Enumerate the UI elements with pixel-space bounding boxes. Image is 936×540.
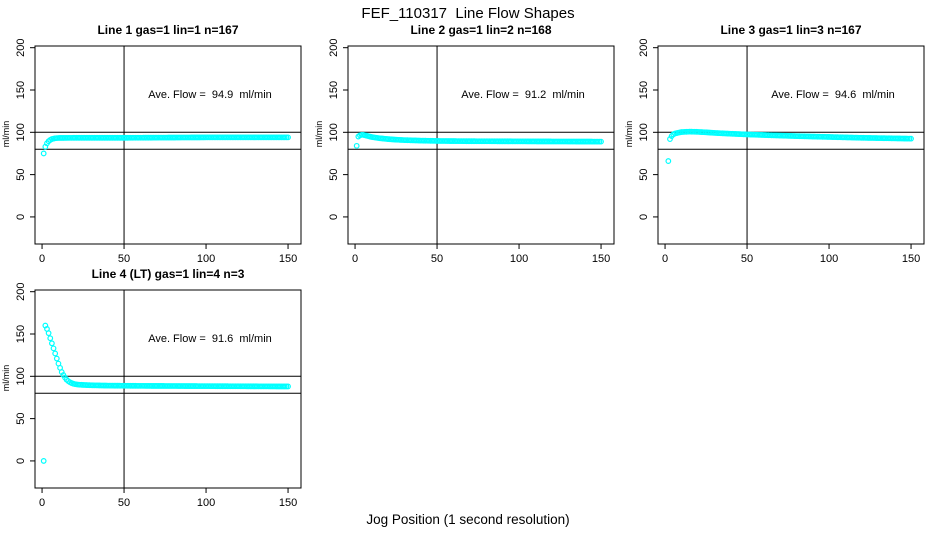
data-series [40, 322, 291, 464]
y-tick-label: 0 [638, 214, 650, 220]
data-point [45, 330, 52, 337]
y-axis-label: ml/min [314, 121, 324, 148]
y-tick-label: 0 [15, 458, 27, 464]
data-point [50, 345, 57, 352]
y-tick-label: 0 [15, 214, 27, 220]
x-tick-label: 50 [741, 253, 753, 265]
data-point [40, 150, 47, 157]
x-tick-label: 50 [118, 253, 130, 265]
data-point [598, 138, 604, 145]
data-series [665, 128, 914, 164]
x-tick-label: 150 [279, 497, 297, 509]
x-tick-label: 100 [197, 497, 215, 509]
x-tick-label: 150 [902, 253, 920, 265]
x-tick-label: 50 [431, 253, 443, 265]
plot-frame [657, 45, 925, 245]
plot-frame [347, 45, 615, 245]
y-tick-label: 0 [328, 214, 340, 220]
x-tick-label: 0 [39, 497, 45, 509]
panel-4: Line 4 (LT) gas=1 lin=4 n=3 0 50 100 150 0 50 1… [1, 267, 302, 509]
panel-title: Line 4 (LT) gas=1 lin=4 n=3 [92, 267, 245, 281]
x-axis-label: Jog Position (1 second resolution) [366, 512, 570, 527]
panel-2: Line 2 gas=1 lin=2 n=168 0 50 100 150 0 50 100 1… [314, 23, 615, 265]
x-tick-label: 150 [279, 253, 297, 265]
x-tick-label: 0 [39, 253, 45, 265]
ave-flow-annotation: Ave. Flow = 91.6 ml/min [148, 333, 272, 345]
y-tick-label: 150 [15, 325, 27, 343]
panel-title: Line 2 gas=1 lin=2 n=168 [410, 23, 551, 37]
data-point [48, 340, 55, 347]
x-tick-label: 100 [820, 253, 838, 265]
y-tick-label: 200 [328, 39, 340, 57]
panel-1: Line 1 gas=1 lin=1 n=167 0 50 100 150 0 50 100 1… [1, 23, 302, 265]
data-point [353, 142, 360, 149]
plot-frame [34, 289, 302, 489]
data-point [908, 135, 914, 142]
y-axis-label: ml/min [1, 365, 11, 392]
y-axis-label: ml/min [624, 121, 634, 148]
y-tick-label: 50 [15, 412, 27, 424]
data-point [40, 458, 47, 464]
y-tick-label: 200 [15, 283, 27, 301]
data-point [285, 134, 291, 141]
data-point [285, 383, 291, 390]
y-tick-label: 100 [638, 123, 650, 141]
ave-flow-annotation: Ave. Flow = 94.9 ml/min [148, 89, 272, 101]
x-tick-label: 100 [510, 253, 528, 265]
y-tick-label: 150 [638, 81, 650, 99]
x-tick-label: 100 [197, 253, 215, 265]
data-point [52, 350, 59, 357]
y-tick-label: 100 [15, 123, 27, 141]
data-point [53, 355, 60, 362]
y-tick-label: 150 [328, 81, 340, 99]
y-tick-label: 200 [638, 39, 650, 57]
y-tick-label: 50 [328, 168, 340, 180]
y-tick-label: 100 [15, 367, 27, 385]
y-tick-label: 150 [15, 81, 27, 99]
x-tick-label: 150 [592, 253, 610, 265]
x-tick-label: 50 [118, 497, 130, 509]
data-point [665, 158, 672, 164]
panel-title: Line 1 gas=1 lin=1 n=167 [97, 23, 238, 37]
y-axis-label: ml/min [1, 121, 11, 148]
data-series [353, 131, 604, 149]
page-title: FEF_110317 Line Flow Shapes [361, 5, 575, 22]
y-tick-label: 50 [15, 168, 27, 180]
x-tick-label: 0 [352, 253, 358, 265]
panel-3: Line 3 gas=1 lin=3 n=167 0 50 100 150 0 50 100 1… [624, 23, 925, 265]
x-tick-label: 0 [662, 253, 668, 265]
panel-title: Line 3 gas=1 lin=3 n=167 [720, 23, 861, 37]
data-series [40, 134, 291, 157]
y-tick-label: 50 [638, 168, 650, 180]
y-tick-label: 200 [15, 39, 27, 57]
ave-flow-annotation: Ave. Flow = 91.2 ml/min [461, 89, 585, 101]
ave-flow-annotation: Ave. Flow = 94.6 ml/min [771, 89, 895, 101]
plot-frame [34, 45, 302, 245]
data-point [47, 335, 54, 342]
y-tick-label: 100 [328, 123, 340, 141]
